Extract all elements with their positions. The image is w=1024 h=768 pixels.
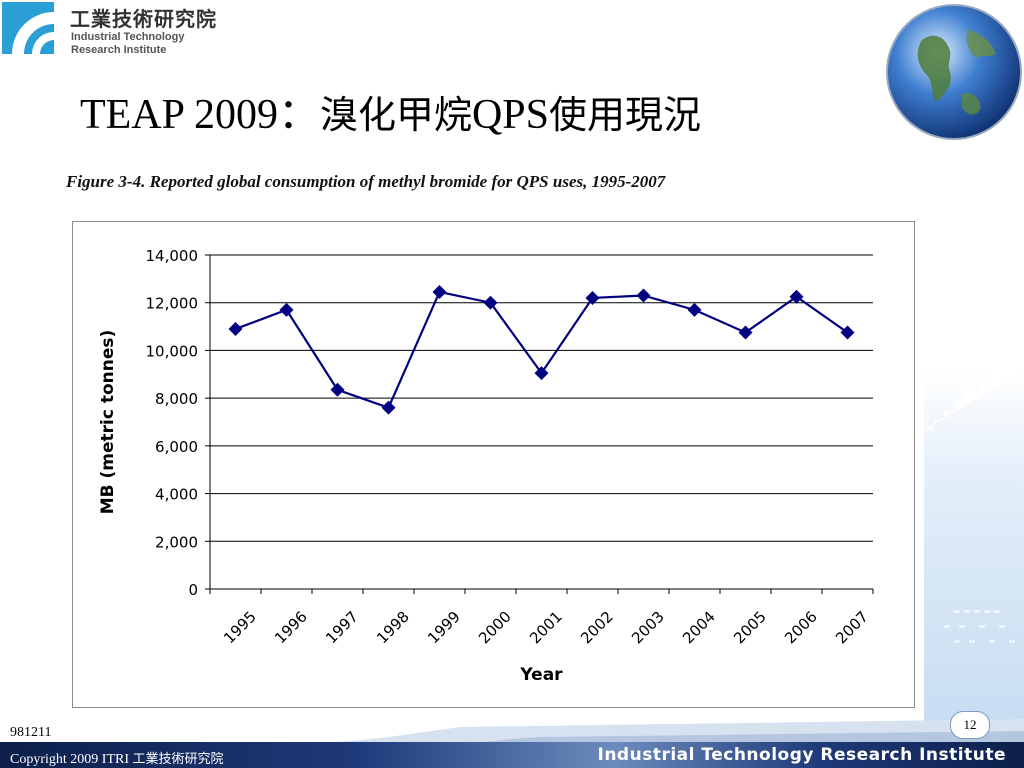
- decorative-background: [924, 370, 1024, 730]
- x-tick-label: 1998: [373, 608, 413, 648]
- x-axis-label: Year: [519, 665, 563, 685]
- title-prefix: TEAP 2009：: [80, 92, 320, 138]
- data-point: [483, 295, 498, 310]
- data-point: [432, 284, 447, 299]
- data-point: [687, 302, 702, 317]
- x-tick-label: 1996: [271, 608, 311, 648]
- slide-title: TEAP 2009：溴化甲烷QPS使用現況: [80, 80, 701, 141]
- itri-logo-icon: [0, 0, 56, 56]
- data-point: [279, 302, 294, 317]
- footer-org-name: Industrial Technology Research Institute: [597, 745, 1006, 765]
- globe-icon: [886, 4, 1022, 140]
- x-tick-label: 1995: [220, 608, 260, 648]
- y-tick-label: 8,000: [155, 390, 198, 408]
- copyright-en: Copyright 2009 ITRI: [10, 752, 133, 767]
- org-name-zh: 工業技術研究院: [70, 7, 217, 31]
- data-point: [534, 366, 549, 381]
- org-name-en-line2: Research Institute: [71, 44, 167, 56]
- copyright-text: Copyright 2009 ITRI 工業技術研究院: [10, 748, 224, 768]
- y-tick-label: 4,000: [155, 486, 198, 504]
- y-tick-label: 14,000: [146, 247, 199, 265]
- line-chart: 0 2,000 4,000 6,000 8,000 10,000 12,000 14,000 1…: [98, 247, 874, 685]
- title-zh-part2: 使用現況: [549, 93, 702, 137]
- page-number: 12: [950, 711, 990, 739]
- y-tick-label: 6,000: [155, 438, 198, 456]
- org-name-en-line1: Industrial Technology: [71, 31, 185, 43]
- x-tick-label: 1997: [322, 608, 362, 648]
- y-tick-label: 10,000: [146, 342, 199, 360]
- title-zh-part1: 溴化甲烷: [319, 93, 472, 137]
- chart-frame: 0 2,000 4,000 6,000 8,000 10,000 12,000 14,000 1…: [72, 221, 915, 708]
- x-tick-label: 1999: [424, 608, 464, 648]
- data-point: [330, 382, 345, 397]
- data-point: [228, 321, 243, 336]
- y-tick-label: 0: [188, 581, 198, 599]
- x-tick-label: 2000: [475, 608, 515, 648]
- x-tick-label: 2004: [679, 608, 719, 648]
- date-code: 981211: [10, 725, 52, 740]
- data-point: [381, 400, 396, 415]
- x-tick-label: 2007: [832, 608, 872, 648]
- data-point: [585, 290, 600, 305]
- decorative-steps: [924, 370, 1024, 643]
- y-axis-label: MB (metric tonnes): [98, 330, 118, 515]
- footer-bar: [0, 742, 1024, 768]
- data-point: [636, 288, 651, 303]
- x-tick-label: 2002: [577, 608, 617, 648]
- figure-caption: Figure 3-4. Reported global consumption …: [66, 172, 666, 191]
- title-mid: QPS: [471, 92, 550, 138]
- x-tick-label: 2006: [781, 608, 821, 648]
- x-tick-label: 2001: [526, 608, 566, 648]
- y-tick-label: 2,000: [155, 533, 198, 551]
- data-point: [789, 289, 804, 304]
- data-point: [840, 325, 855, 340]
- y-tick-label: 12,000: [146, 295, 199, 313]
- x-tick-label: 2003: [628, 608, 668, 648]
- data-point: [738, 325, 753, 340]
- copyright-zh: 工業技術研究院: [132, 752, 224, 767]
- x-tick-label: 2005: [730, 608, 770, 648]
- series-line: [235, 290, 849, 410]
